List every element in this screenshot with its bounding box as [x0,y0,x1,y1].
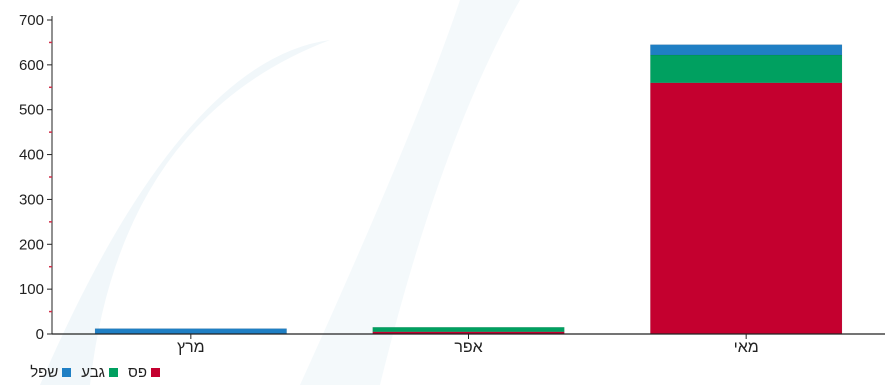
bar-segment [372,327,565,333]
legend-item: שפל [30,364,72,381]
y-tick-label: 100 [19,281,44,298]
legend-item: גבע [81,364,119,381]
y-tick-label: 400 [19,147,44,164]
y-axis: 0 100 200 300 400 500 600 700 [19,12,53,343]
legend-swatch [151,368,160,377]
legend-swatch [62,368,72,377]
bar-segment [650,54,843,84]
x-axis: מרץ אפר מאי [52,333,885,356]
legend: פס גבע שפל [0,364,160,384]
legend-label: פס [128,364,147,381]
bar-segment [650,44,843,56]
legend-swatch [109,368,119,377]
bars [94,44,843,335]
legend-label: גבע [81,364,106,381]
y-tick-label: 700 [19,12,44,29]
y-tick-label: 200 [19,236,44,253]
x-tick-label: מאי [734,339,759,356]
bar-segment [650,82,843,335]
y-tick-label: 600 [19,57,44,74]
legend-item: פס [128,364,160,381]
x-tick-label: אפר [454,339,482,356]
y-tick-label: 300 [19,191,44,208]
y-tick-label: 500 [19,102,44,119]
bar-segment [94,328,287,335]
legend-label: שפל [30,364,59,381]
x-tick-label: מרץ [177,339,205,356]
y-tick-label: 0 [36,326,44,343]
